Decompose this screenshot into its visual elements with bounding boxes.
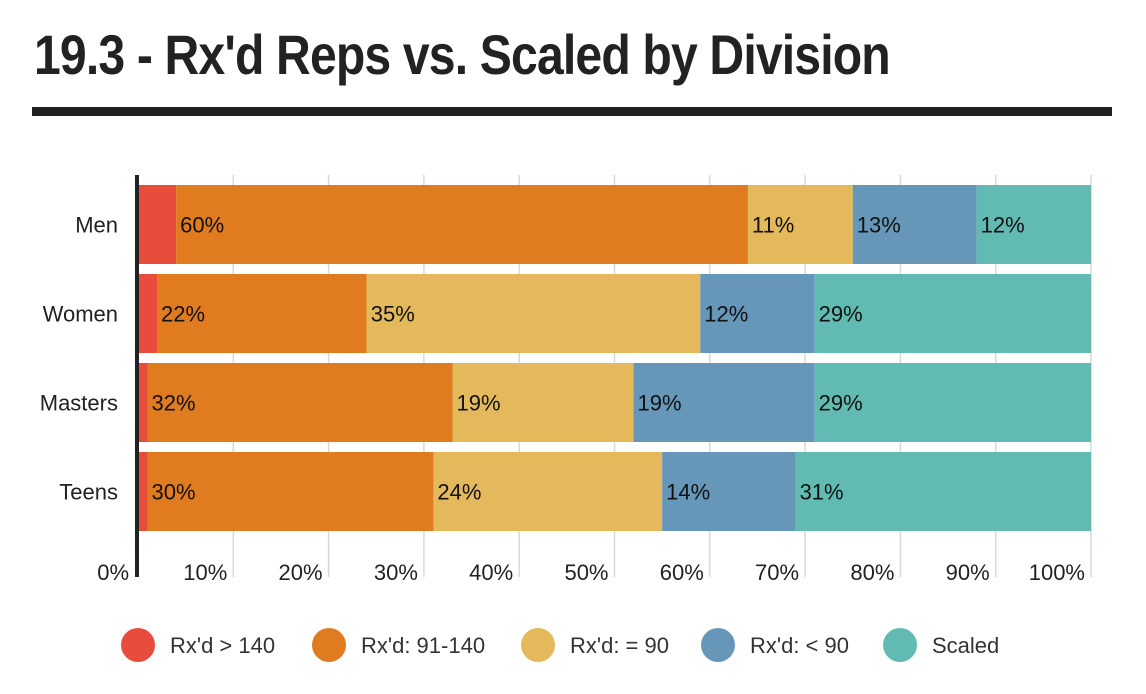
data-label: 14%: [666, 480, 710, 505]
bar-segment: [176, 185, 748, 264]
x-tick-label: 30%: [374, 560, 418, 585]
legend-swatch: [121, 628, 155, 662]
bar-segment: [147, 452, 434, 531]
data-label: 30%: [152, 480, 196, 505]
x-tick-label: 0%: [97, 560, 129, 585]
legend: Rx'd > 140 Rx'd: 91-140 Rx'd: = 90 Rx'd: < …: [121, 628, 999, 662]
data-label: 60%: [180, 213, 224, 238]
bar-segment: [157, 274, 367, 353]
bar-segment: [814, 274, 1091, 353]
title-underline: [32, 107, 1112, 116]
bars: 60% 11% 13% 12% 22% 35% 12% 29% 32% 19% 19% 29% 30% 2…: [138, 185, 1091, 531]
bar-segment: [795, 452, 1091, 531]
data-label: 12%: [704, 302, 748, 327]
bar-segment: [852, 185, 977, 264]
legend-label: Rx'd: < 90: [750, 633, 849, 658]
category-label: Teens: [59, 480, 118, 505]
data-label: 31%: [800, 480, 844, 505]
bar-segment: [814, 363, 1091, 442]
category-label: Women: [43, 302, 118, 327]
x-tick-label: 100%: [1029, 560, 1085, 585]
data-label: 29%: [819, 391, 863, 416]
category-label: Men: [75, 213, 118, 238]
data-label: 29%: [819, 302, 863, 327]
legend-swatch: [312, 628, 346, 662]
data-label: 11%: [752, 213, 794, 238]
bar-segment: [747, 185, 853, 264]
chart-title: 19.3 - Rx'd Reps vs. Scaled by Division: [34, 23, 891, 86]
x-tick-label: 40%: [469, 560, 513, 585]
bar-segment: [700, 274, 815, 353]
data-label: 32%: [152, 391, 196, 416]
legend-label: Scaled: [932, 633, 999, 658]
x-tick-label: 70%: [755, 560, 799, 585]
x-tick-label: 10%: [183, 560, 227, 585]
data-label: 24%: [437, 480, 481, 505]
legend-swatch: [521, 628, 555, 662]
data-label: 13%: [857, 213, 901, 238]
category-label: Masters: [40, 391, 118, 416]
bar-segment: [138, 274, 158, 353]
bar-segment: [138, 185, 177, 264]
x-tick-label: 60%: [660, 560, 704, 585]
legend-swatch: [701, 628, 735, 662]
data-label: 12%: [981, 213, 1025, 238]
x-tick-label: 80%: [850, 560, 894, 585]
bar-segment: [433, 452, 663, 531]
data-label: 19%: [456, 391, 500, 416]
bar-segment: [366, 274, 701, 353]
bar-segment: [452, 363, 634, 442]
axes: Men Women Masters Teens 0% 10% 20% 30% 40% 50% 60%…: [40, 175, 1085, 585]
bar-segment: [138, 363, 148, 442]
legend-label: Rx'd > 140: [170, 633, 275, 658]
data-label: 22%: [161, 302, 205, 327]
x-tick-label: 50%: [564, 560, 608, 585]
legend-label: Rx'd: 91-140: [361, 633, 485, 658]
x-tick-label: 20%: [279, 560, 323, 585]
legend-label: Rx'd: = 90: [570, 633, 669, 658]
data-label: 19%: [638, 391, 682, 416]
bar-segment: [633, 363, 815, 442]
bar-segment: [138, 452, 148, 531]
x-tick-label: 90%: [946, 560, 990, 585]
bar-segment: [662, 452, 796, 531]
data-label: 35%: [371, 302, 415, 327]
bar-segment: [147, 363, 453, 442]
bar-segment: [976, 185, 1091, 264]
legend-swatch: [883, 628, 917, 662]
